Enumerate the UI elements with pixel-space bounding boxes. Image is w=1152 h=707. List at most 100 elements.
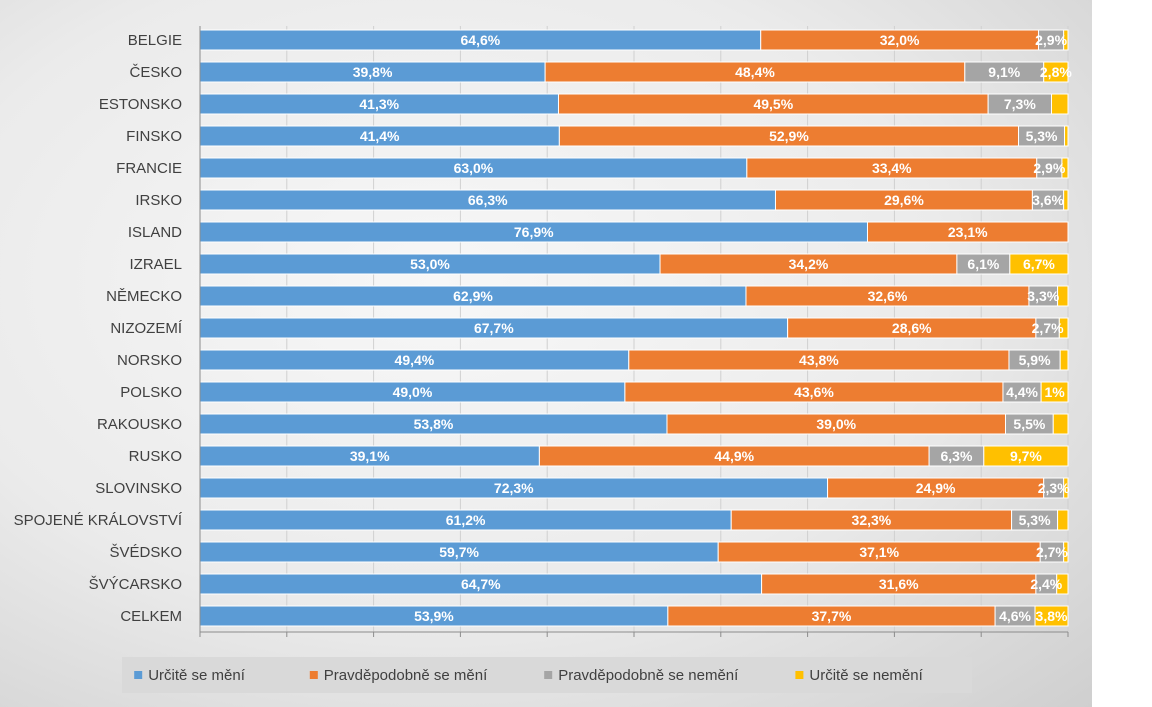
- data-label: 39,8%: [353, 64, 393, 80]
- data-label: 76,9%: [514, 224, 554, 240]
- category-label: NIZOZEMÍ: [110, 320, 182, 337]
- data-label: 37,7%: [812, 608, 852, 624]
- legend-label: Pravděpodobně se mění: [324, 667, 488, 684]
- legend-label: Pravděpodobně se nemění: [558, 667, 739, 684]
- data-label: 34,2%: [789, 256, 829, 272]
- data-label: 2,4%: [1030, 576, 1062, 592]
- data-label: 61,2%: [446, 512, 486, 528]
- category-label: RUSKO: [129, 448, 182, 465]
- bar-segment: [866, 221, 1069, 243]
- category-label: ESTONSKO: [99, 96, 182, 113]
- bar-segment: [1034, 605, 1069, 627]
- data-label: 32,6%: [868, 288, 908, 304]
- bar-segment: [1009, 253, 1069, 275]
- data-label: 41,3%: [359, 96, 399, 112]
- category-label: SPOJENÉ KRÁLOVSTVÍ: [14, 512, 183, 529]
- data-label: 6,1%: [967, 256, 999, 272]
- data-label: 2,3%: [1038, 480, 1070, 496]
- category-label: CELKEM: [120, 608, 182, 625]
- data-label: 4,6%: [999, 608, 1031, 624]
- data-label: 39,1%: [350, 448, 390, 464]
- data-label: 3,3%: [1027, 288, 1059, 304]
- data-label: 49,0%: [393, 384, 433, 400]
- category-label: ČESKO: [129, 64, 182, 81]
- category-label: BELGIE: [128, 32, 182, 49]
- stacked-bar-chart: 64,6% 32,0% 2,9% 39,8% 48,4% 9,1% 2,8% 41,3% 49,…: [13, 26, 1073, 693]
- data-label: 6,7%: [1023, 256, 1055, 272]
- category-label: ŠVÝCARSKO: [89, 576, 182, 593]
- bar-segment: [1057, 509, 1069, 531]
- data-label: 5,9%: [1019, 352, 1051, 368]
- data-label: 53,9%: [414, 608, 454, 624]
- data-label: 9,1%: [988, 64, 1020, 80]
- bar-segment: [1063, 29, 1069, 51]
- data-label: 1%: [1044, 384, 1065, 400]
- data-label: 63,0%: [454, 160, 494, 176]
- legend-swatch: [795, 671, 804, 679]
- category-label: NORSKO: [117, 352, 182, 369]
- data-label: 72,3%: [494, 480, 534, 496]
- chart-area: 64,6% 32,0% 2,9% 39,8% 48,4% 9,1% 2,8% 41,3% 49,…: [0, 0, 1092, 707]
- data-label: 2,7%: [1032, 320, 1064, 336]
- bar-segment: [1043, 61, 1069, 83]
- data-label: 43,8%: [799, 352, 839, 368]
- category-label: ŠVÉDSKO: [109, 544, 182, 561]
- data-label: 2,7%: [1036, 544, 1068, 560]
- legend-label: Určitě se nemění: [809, 667, 923, 684]
- axis: [199, 26, 1069, 637]
- data-label: 23,1%: [948, 224, 988, 240]
- data-label: 49,4%: [395, 352, 435, 368]
- legend-swatch: [309, 671, 318, 679]
- category-label: FRANCIE: [116, 160, 182, 177]
- data-label: 64,6%: [461, 32, 501, 48]
- bar-segment: [1051, 93, 1069, 115]
- category-label: POLSKO: [120, 384, 182, 401]
- data-label: 9,7%: [1010, 448, 1042, 464]
- data-label: 5,3%: [1026, 128, 1058, 144]
- bars: [199, 29, 1069, 627]
- data-label: 28,6%: [892, 320, 932, 336]
- data-label: 59,7%: [439, 544, 479, 560]
- data-label: 6,3%: [941, 448, 973, 464]
- data-label: 29,6%: [884, 192, 924, 208]
- bar-segment: [1052, 413, 1069, 435]
- bar-segment: [1063, 541, 1069, 563]
- category-label: NĚMECKO: [106, 288, 182, 305]
- data-label: 67,7%: [474, 320, 514, 336]
- data-label: 44,9%: [714, 448, 754, 464]
- data-label: 32,0%: [880, 32, 920, 48]
- bar-segment: [1063, 189, 1069, 211]
- data-label: 48,4%: [735, 64, 775, 80]
- legend-swatch: [134, 671, 143, 679]
- category-label: IZRAEL: [129, 256, 182, 273]
- data-label: 41,4%: [360, 128, 400, 144]
- data-label: 3,6%: [1032, 192, 1064, 208]
- data-label: 4,4%: [1006, 384, 1038, 400]
- data-label: 53,0%: [410, 256, 450, 272]
- category-label: IRSKO: [135, 192, 182, 209]
- data-label: 37,1%: [859, 544, 899, 560]
- legend-swatch: [544, 671, 553, 679]
- data-label: 7,3%: [1004, 96, 1036, 112]
- bar-segment: [1057, 285, 1069, 307]
- category-labels: BELGIE ČESKO ESTONSKO FINSKO FRANCIE IRSKO ISL…: [14, 32, 183, 625]
- data-label: 3,8%: [1036, 608, 1068, 624]
- bar-segment: [1063, 477, 1069, 499]
- data-label: 24,9%: [916, 480, 956, 496]
- data-label: 43,6%: [794, 384, 834, 400]
- data-labels: 64,6% 32,0% 2,9% 39,8% 48,4% 9,1% 2,8% 41,3% 49,…: [350, 32, 1073, 624]
- data-label: 62,9%: [453, 288, 493, 304]
- data-label: 53,8%: [414, 416, 454, 432]
- bar-segment: [1059, 349, 1069, 371]
- data-label: 32,3%: [852, 512, 892, 528]
- data-label: 31,6%: [879, 576, 919, 592]
- data-label: 52,9%: [769, 128, 809, 144]
- legend: Určitě se mění Pravděpodobně se mění Pravd…: [122, 657, 972, 693]
- bar-segment: [983, 445, 1069, 467]
- data-label: 49,5%: [753, 96, 793, 112]
- bar-segment: [1040, 381, 1069, 403]
- category-label: ISLAND: [128, 224, 182, 241]
- data-label: 2,9%: [1033, 160, 1065, 176]
- legend-label: Určitě se mění: [148, 667, 246, 684]
- category-label: RAKOUSKO: [97, 416, 182, 433]
